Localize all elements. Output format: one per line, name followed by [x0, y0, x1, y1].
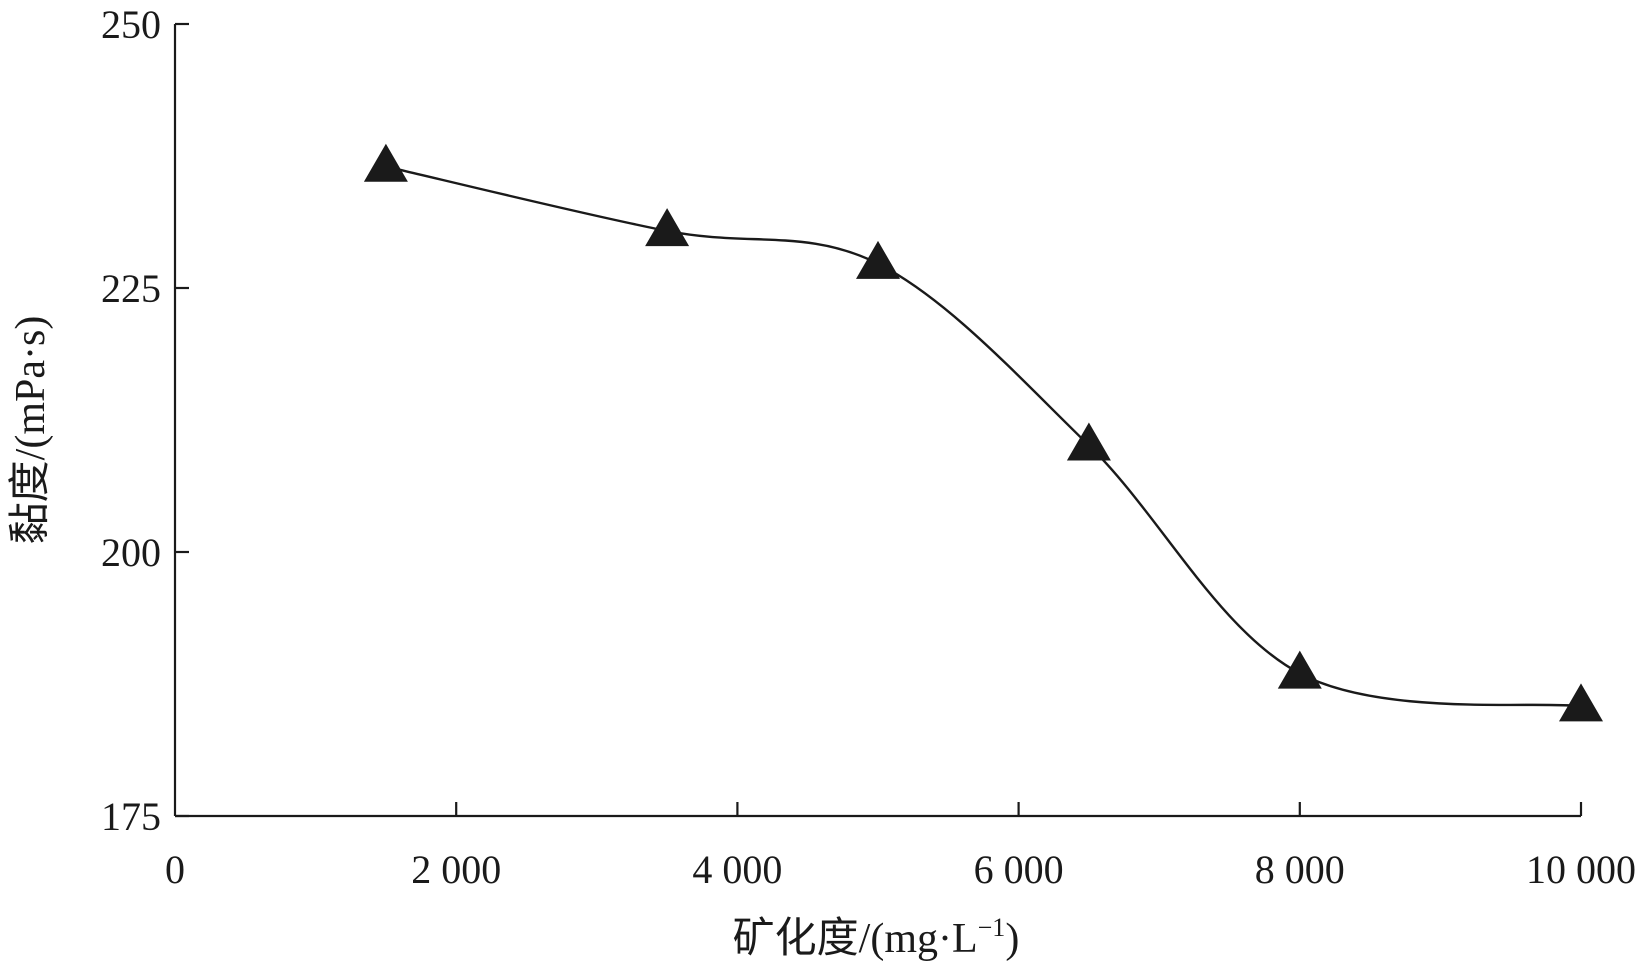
axes [173, 24, 1581, 818]
x-tick-label: 10 000 [1526, 847, 1636, 892]
x-tick-label: 6 000 [974, 847, 1064, 892]
y-tick-label: 250 [101, 2, 161, 47]
data-point-triangle [1559, 683, 1603, 722]
x-tick-label: 2 000 [411, 847, 501, 892]
ticks: 175 200 225 250 0 2 000 4 000 6 000 8 000 10 000 [101, 2, 1636, 892]
data-point-triangle [856, 240, 900, 279]
x-axis-title-exponent: −1 [978, 913, 1006, 942]
y-tick-label: 200 [101, 530, 161, 575]
x-axis-title-close: ) [1005, 916, 1019, 962]
data-point-triangle [645, 208, 690, 247]
x-axis-title: 矿化度/(mg·L−1) [733, 913, 1020, 962]
data-point-triangle [1066, 422, 1111, 461]
data-point-triangle [1277, 650, 1322, 689]
series [363, 143, 1603, 722]
y-axis-title: 黏度/(mPa·s) [8, 316, 54, 545]
y-tick-label: 225 [101, 266, 161, 311]
x-tick-label: 0 [165, 847, 185, 892]
y-tick-label: 175 [101, 794, 161, 839]
x-tick-label: 4 000 [692, 847, 782, 892]
series-line [385, 165, 1582, 708]
x-axis-title-main: 矿化度/(mg·L [733, 916, 978, 962]
x-tick-label: 8 000 [1255, 847, 1345, 892]
data-point-triangle [363, 143, 408, 182]
